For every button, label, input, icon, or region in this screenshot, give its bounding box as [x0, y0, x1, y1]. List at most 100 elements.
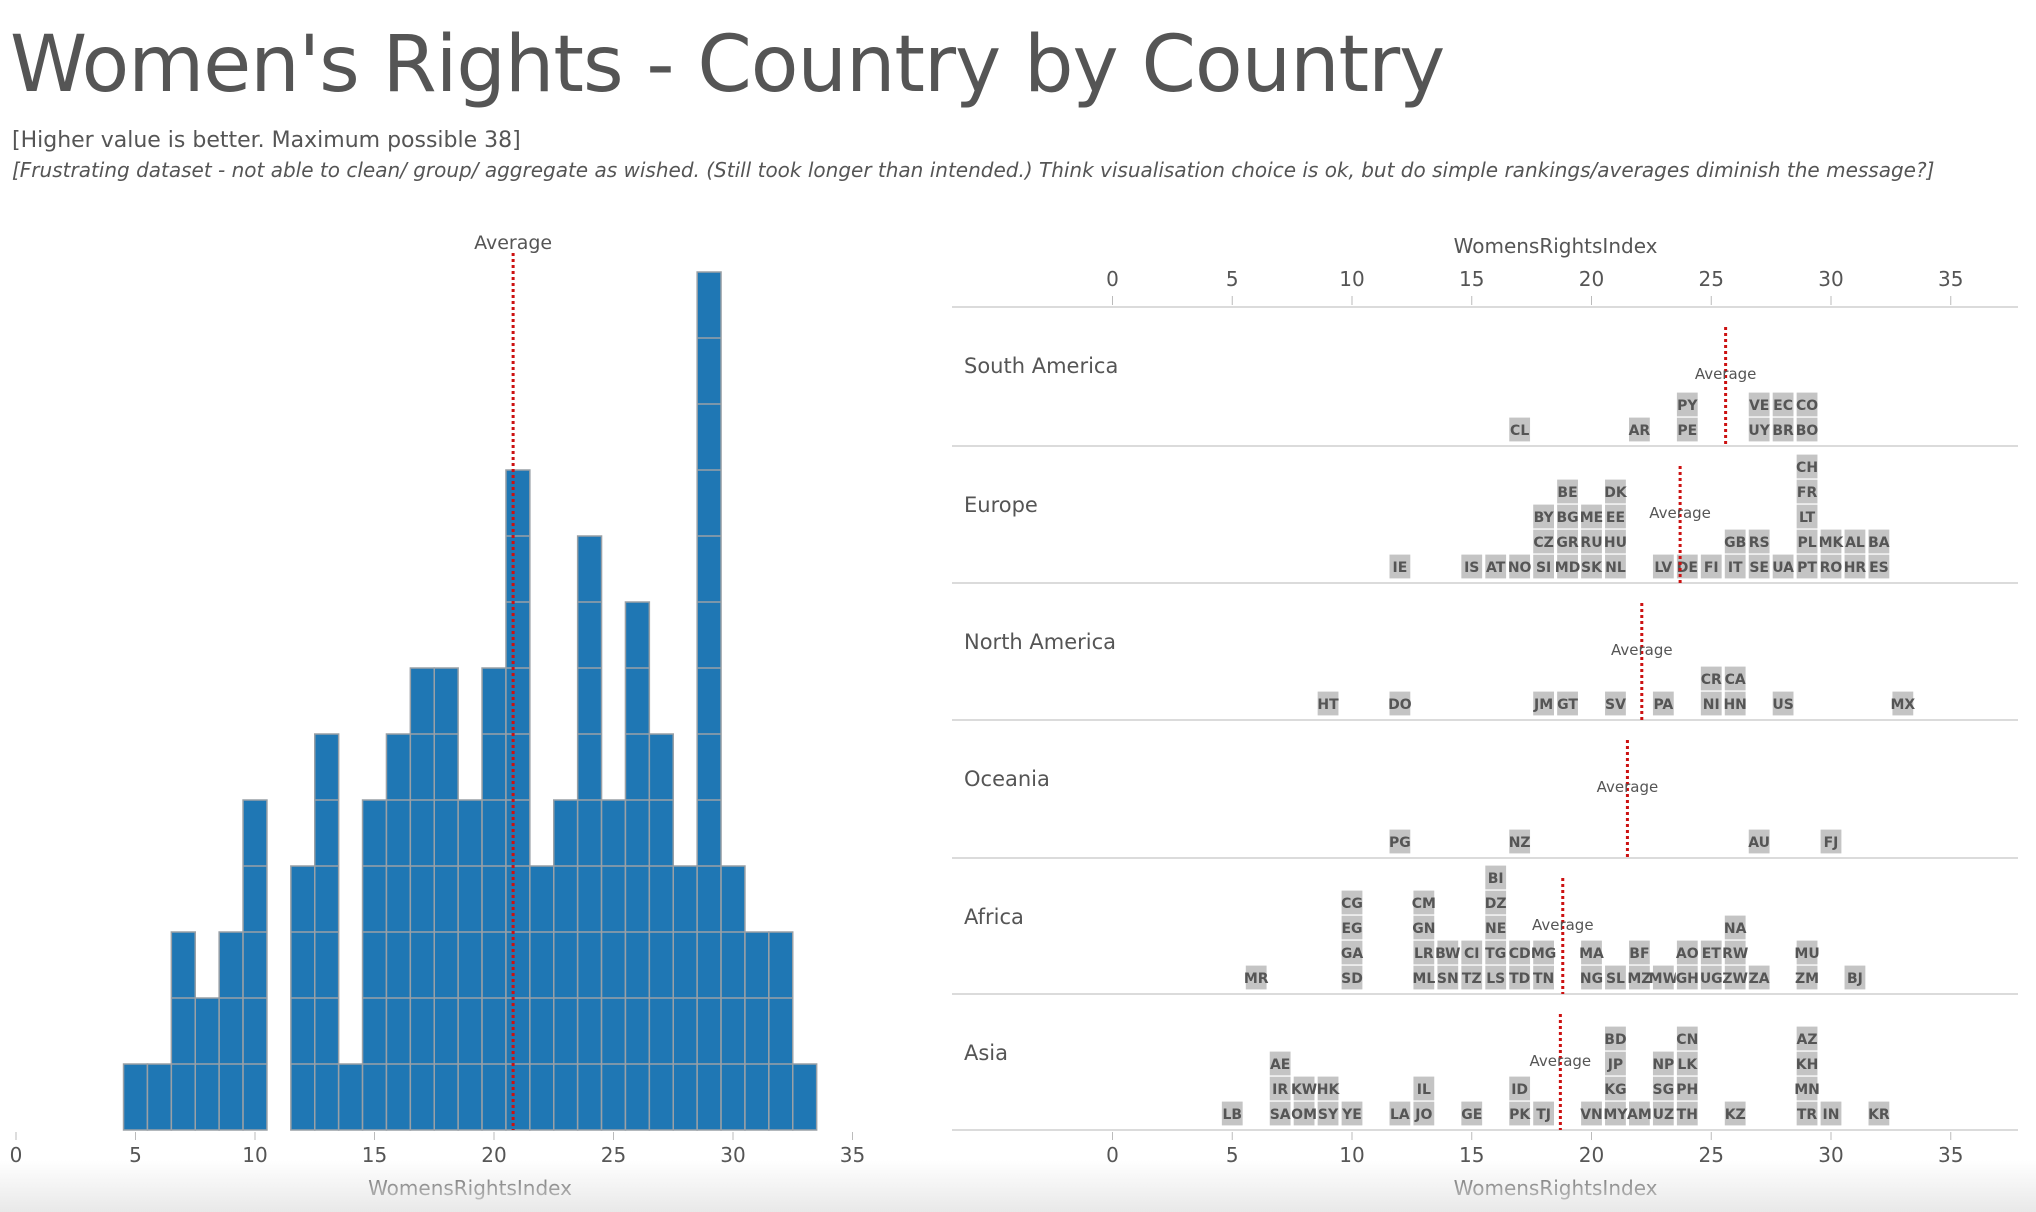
country-tile — [1699, 939, 1723, 966]
country-code: MU — [1794, 946, 1819, 962]
country-code: JP — [1607, 1057, 1623, 1073]
country-code: ES — [1869, 560, 1889, 576]
country-code: DE — [1677, 560, 1698, 576]
country-tile — [1627, 939, 1652, 966]
country-tile — [1508, 416, 1532, 443]
region-label: South America — [964, 354, 1118, 378]
country-code: RS — [1749, 535, 1770, 551]
country-code: AM — [1627, 1107, 1652, 1123]
country-tile — [1340, 889, 1364, 916]
country-tile — [1220, 1100, 1244, 1127]
country-tile — [1723, 914, 1747, 941]
country-tile — [1412, 1075, 1436, 1102]
country-code: PH — [1676, 1082, 1698, 1098]
top-x-tick-label: 25 — [1699, 267, 1724, 291]
country-code: BE — [1557, 485, 1577, 501]
top-x-tick-label: 0 — [1106, 267, 1119, 291]
country-code: BR — [1772, 423, 1794, 439]
country-code: CI — [1464, 946, 1479, 962]
country-tile — [1508, 553, 1532, 580]
country-code: MR — [1244, 971, 1269, 987]
bottom-x-tick-label: 35 — [1938, 1143, 1963, 1167]
country-code: DZ — [1485, 896, 1507, 912]
country-tile — [1292, 1075, 1316, 1102]
country-tile — [1627, 416, 1652, 443]
country-tile — [1460, 553, 1484, 580]
country-code: TH — [1677, 1107, 1698, 1123]
country-tile — [1484, 553, 1508, 580]
country-code: ZW — [1722, 971, 1748, 987]
country-code: SD — [1341, 971, 1363, 987]
country-code: PE — [1677, 423, 1697, 439]
region-average-label: Average — [1611, 641, 1673, 659]
country-code: CN — [1676, 1032, 1698, 1048]
country-code: ME — [1580, 510, 1604, 526]
country-code: ET — [1702, 946, 1722, 962]
country-code: MX — [1890, 697, 1915, 713]
country-tile — [1843, 528, 1867, 555]
country-code: ML — [1412, 971, 1435, 987]
country-tile — [1388, 690, 1412, 717]
country-code: KZ — [1725, 1107, 1746, 1123]
country-code: FI — [1704, 560, 1719, 576]
top-x-axis-label: WomensRightsIndex — [1454, 234, 1658, 258]
country-code: BJ — [1847, 971, 1863, 987]
country-code: MG — [1531, 946, 1556, 962]
country-tile — [1651, 690, 1675, 717]
country-tile — [1508, 828, 1532, 855]
bottom-x-tick-label: 15 — [1459, 1143, 1484, 1167]
country-code: HU — [1604, 535, 1627, 551]
country-code: CG — [1341, 896, 1363, 912]
country-tile — [1867, 1100, 1891, 1127]
country-code: LV — [1654, 560, 1672, 576]
top-x-tick-label: 5 — [1226, 267, 1239, 291]
country-code: IE — [1393, 560, 1408, 576]
note: [Frustrating dataset - not able to clean… — [12, 158, 1935, 182]
country-tile — [1508, 939, 1532, 966]
country-tile — [1340, 1100, 1364, 1127]
country-tile — [1603, 1025, 1628, 1052]
country-tile — [1316, 690, 1340, 717]
top-x-tick-label: 30 — [1818, 267, 1843, 291]
country-tile — [1388, 1100, 1412, 1127]
country-code: FJ — [1824, 835, 1839, 851]
country-code: LK — [1677, 1057, 1698, 1073]
country-code: RU — [1580, 535, 1602, 551]
country-code: SK — [1581, 560, 1603, 576]
country-tile — [1795, 939, 1819, 966]
country-tile — [1795, 391, 1819, 418]
country-code: GR — [1556, 535, 1578, 551]
country-code: CR — [1701, 672, 1722, 688]
country-code: AR — [1629, 423, 1651, 439]
country-tile — [1771, 391, 1795, 418]
country-tile — [1747, 964, 1771, 991]
country-code: HT — [1317, 697, 1339, 713]
country-code: TG — [1485, 946, 1506, 962]
country-tile — [1651, 964, 1675, 991]
country-code: ID — [1511, 1082, 1528, 1098]
country-code: CH — [1796, 460, 1818, 476]
country-code: PL — [1797, 535, 1816, 551]
country-tile — [1388, 828, 1412, 855]
top-x-tick-label: 35 — [1938, 267, 1963, 291]
country-code: HK — [1317, 1082, 1341, 1098]
region-average-label: Average — [1597, 778, 1659, 796]
country-code: LA — [1390, 1107, 1410, 1123]
country-code: TN — [1533, 971, 1554, 987]
subtitle: [Higher value is better. Maximum possibl… — [12, 128, 521, 153]
country-tile — [1795, 1025, 1819, 1052]
country-tile — [1388, 553, 1412, 580]
country-code: YE — [1341, 1107, 1362, 1123]
country-tile — [1651, 1050, 1675, 1077]
country-code: MD — [1555, 560, 1581, 576]
country-code: UY — [1748, 423, 1770, 439]
country-tile — [1627, 1100, 1652, 1127]
country-tile — [1675, 391, 1699, 418]
country-code: IS — [1464, 560, 1479, 576]
country-tile — [1843, 964, 1867, 991]
country-code: NG — [1580, 971, 1603, 987]
country-tile — [1460, 1100, 1484, 1127]
country-tile — [1579, 1100, 1604, 1127]
country-code: HR — [1844, 560, 1867, 576]
country-code: AU — [1748, 835, 1770, 851]
